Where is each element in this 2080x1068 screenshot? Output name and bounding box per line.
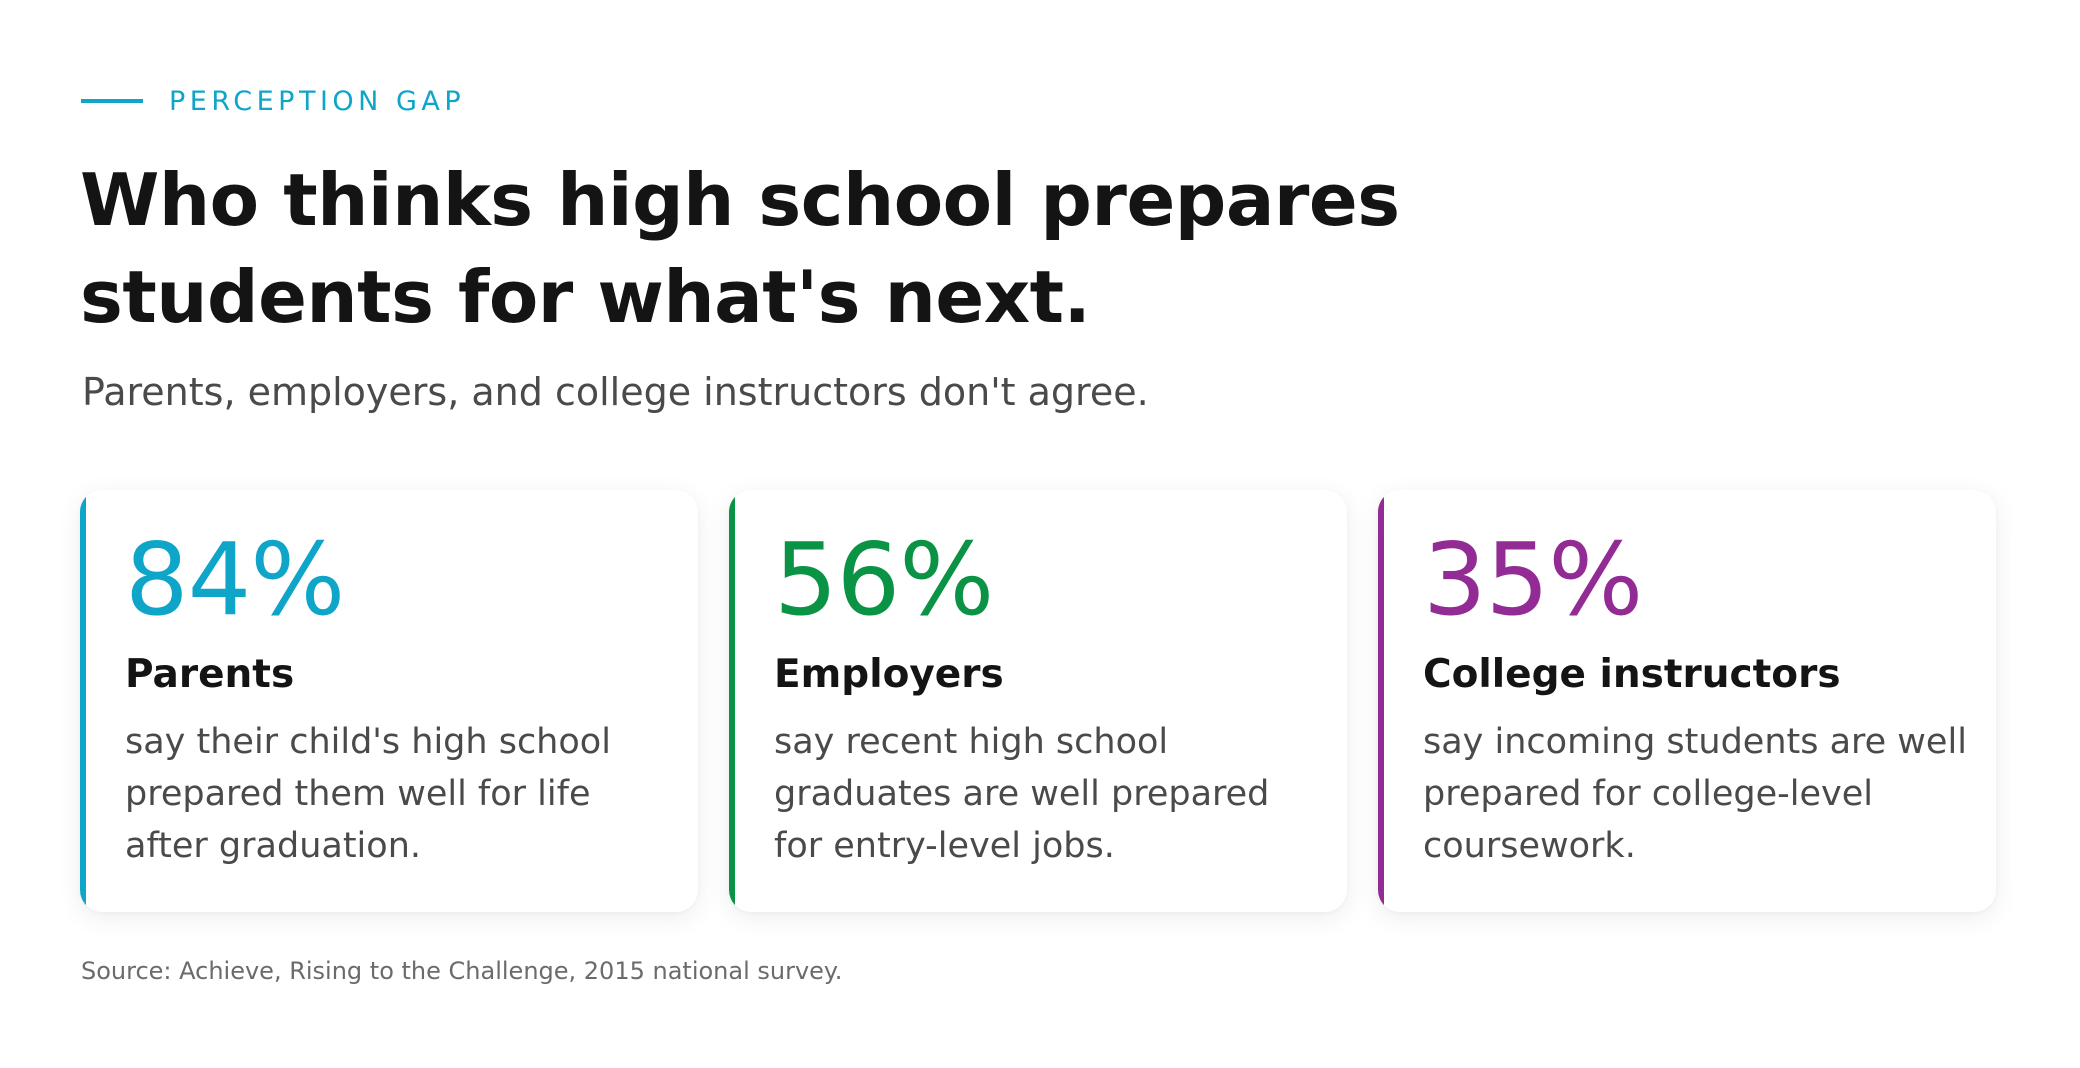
stat-group: Employers	[774, 652, 1004, 697]
stat-description: say their child's high school prepared t…	[125, 722, 611, 866]
stat-group: College instructors	[1423, 652, 1841, 697]
eyebrow-line	[81, 99, 143, 103]
stat-card-employers: 56% Employers say recent high school gra…	[729, 490, 1347, 912]
page-title: Who thinks high school prepares students…	[80, 158, 1400, 339]
stat-group: Parents	[125, 652, 295, 697]
eyebrow: PERCEPTION GAP	[81, 83, 465, 119]
stat-value: 56%	[774, 521, 994, 638]
stat-card-parents: 84% Parents say their child's high schoo…	[80, 490, 698, 912]
eyebrow-label: PERCEPTION GAP	[169, 85, 466, 117]
source-note: Source: Achieve, Rising to the Challenge…	[81, 957, 843, 985]
stat-description: say incoming students are well prepared …	[1423, 722, 1967, 866]
stat-value: 35%	[1423, 521, 1643, 638]
stat-card-college-instructors: 35% College instructors say incoming stu…	[1378, 490, 1996, 912]
stat-value: 84%	[125, 521, 345, 638]
page-subtitle: Parents, employers, and college instruct…	[82, 370, 1149, 414]
stat-description: say recent high school graduates are wel…	[774, 722, 1270, 866]
